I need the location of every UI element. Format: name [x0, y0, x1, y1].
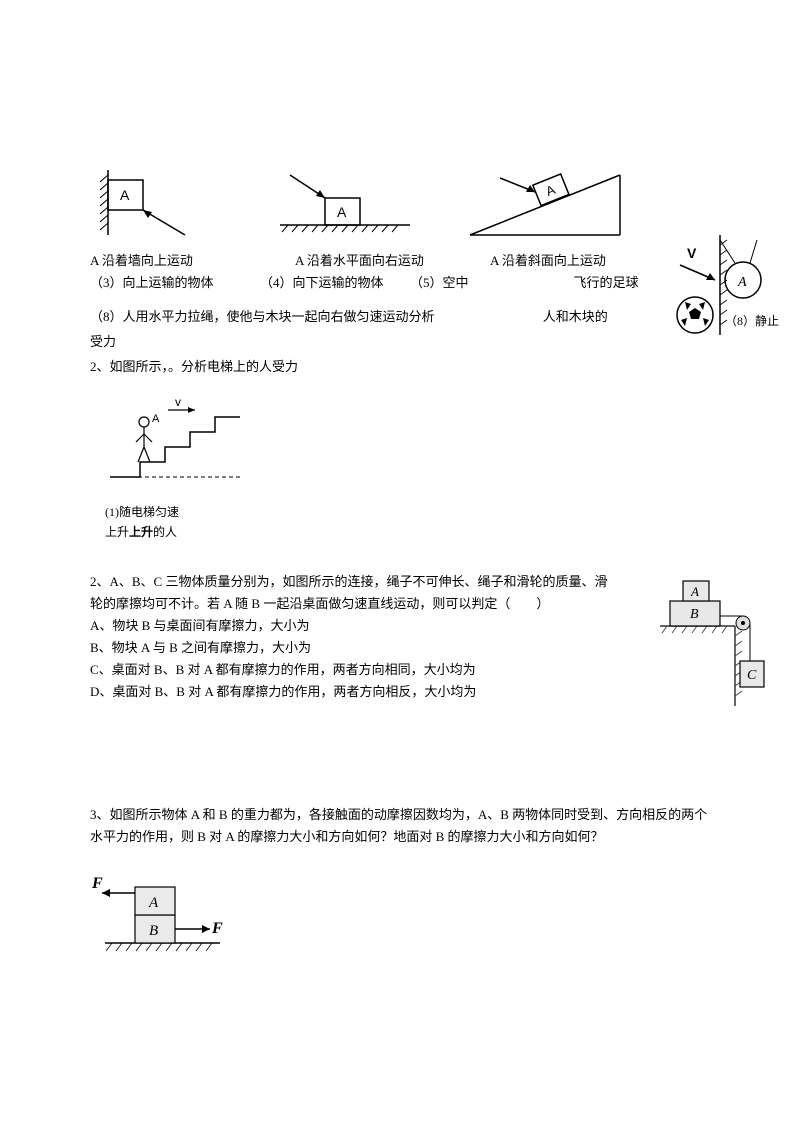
- svg-text:B: B: [149, 923, 158, 939]
- svg-text:F: F: [211, 920, 223, 937]
- ground-box-label: A: [337, 204, 347, 220]
- line-8: （8）人用水平力拉绳，使他与木块一起向右做匀速运动分析 人和木块的: [90, 307, 710, 328]
- svg-text:F: F: [91, 875, 103, 892]
- svg-text:C: C: [747, 668, 757, 683]
- problem2-optC: C、桌面对 B、B 对 A 都有摩擦力的作用，两者方向相同，大小均为: [90, 659, 710, 681]
- problem2-intro: 2、A、B、C 三物体质量分别为，如图所示的连接，绳子不可伸长、绳子和滑轮的质量…: [90, 571, 620, 615]
- sub-caption-row: （3）向上运输的物体 （4）向下运输的物体 （5）空中 飞行的足球: [90, 272, 710, 291]
- svg-text:（8）静止: （8）静止: [725, 314, 779, 328]
- sub-caption-5a: （5）空中: [410, 272, 469, 291]
- svg-text:A: A: [737, 275, 747, 290]
- sub-caption-4: （4）向下运输的物体: [260, 272, 410, 291]
- ball-pulley-diagram: V A （8）静止: [665, 230, 785, 344]
- escalator-caption-2: 上升上升的人: [105, 524, 710, 541]
- incline-diagram: A: [460, 170, 630, 245]
- line8-part1: （8）人用水平力拉绳，使他与木块一起向右做匀速运动分析: [90, 309, 435, 324]
- problem2-optD: D、桌面对 B、B 对 A 都有摩擦力的作用，两者方向相反，大小均为: [90, 681, 710, 703]
- problem2-optA: A、物块 B 与桌面间有摩擦力，大小为: [90, 615, 710, 637]
- escalator-caption-1: (1)随电梯匀速: [105, 504, 710, 521]
- ground-diagram: A: [270, 170, 420, 245]
- line-8b: 受力: [90, 332, 710, 353]
- wall-box-label: A: [120, 187, 130, 203]
- incline-caption: A 沿着斜面向上运动: [490, 250, 606, 269]
- problem-2: 2、A、B、C 三物体质量分别为，如图所示的连接，绳子不可伸长、绳子和滑轮的质量…: [90, 571, 710, 704]
- problem-3: 3、如图所示物体 A 和 B 的重力都为，各接触面的动摩擦因数均为，A、B 两物…: [90, 804, 710, 962]
- svg-text:v: v: [175, 395, 181, 409]
- line8-part2: 人和木块的: [543, 309, 608, 324]
- svg-text:A: A: [152, 413, 160, 425]
- svg-text:A: A: [148, 895, 159, 911]
- wall-diagram: A: [90, 170, 200, 245]
- svg-text:B: B: [690, 607, 699, 622]
- escalator-section: A v (1)随电梯匀速 上升上升的人: [90, 392, 710, 541]
- problem2-optB: B、物块 A 与 B 之间有摩擦力，大小为: [90, 637, 710, 659]
- sub-caption-3: （3）向上运输的物体: [90, 272, 250, 291]
- sub-caption-5b: 飞行的足球: [574, 272, 639, 291]
- pulley-block-diagram: B A C: [655, 561, 775, 715]
- problem3-diagram: B A F F: [90, 863, 710, 962]
- svg-text:V: V: [687, 245, 697, 261]
- svg-text:A: A: [690, 584, 699, 599]
- wall-caption: A 沿着墙向上运动: [90, 250, 220, 269]
- line-2a: 2、如图所示，。分析电梯上的人受力: [90, 357, 710, 378]
- caption-row: A 沿着墙向上运动 A 沿着水平面向右运动 A 沿着斜面向上运动: [90, 250, 710, 269]
- diagram-row: A A: [90, 170, 710, 245]
- ground-caption: A 沿着水平面向右运动: [295, 250, 450, 269]
- problem3-text: 3、如图所示物体 A 和 B 的重力都为，各接触面的动摩擦因数均为，A、B 两物…: [90, 804, 710, 848]
